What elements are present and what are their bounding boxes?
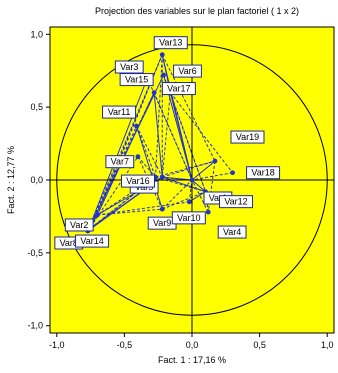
label-box-var4 [217,225,247,239]
connection-line [96,54,163,216]
label-var13: Var13 [159,38,182,48]
point-var7 [135,154,141,160]
connection-line [90,176,156,229]
label-var11: Var11 [108,107,131,117]
label-box-var7 [105,155,135,169]
point-var5 [159,174,165,180]
connection-line [87,54,163,232]
connection-line [161,92,171,178]
label-var2: Var2 [70,220,88,230]
label-var17: Var17 [167,84,190,94]
label-var12: Var12 [224,197,247,207]
point-var19 [212,158,218,164]
label-var4: Var4 [223,227,241,237]
chart-title: Projection des variables sur le plan fac… [95,6,299,16]
label-box-var10 [171,211,206,225]
label-box-var18 [246,166,281,180]
label-box-var13 [153,36,188,50]
label-box-var16 [120,174,155,188]
label-box-var19 [230,130,265,144]
connection-line [188,179,193,202]
label-var9: Var9 [153,218,171,228]
connection-line [87,125,138,232]
label-box-var11 [102,105,137,119]
y-tick-label: -1,0 [27,321,43,331]
label-var7: Var7 [111,157,129,167]
label-var10: Var10 [177,213,200,223]
label-box-var14 [75,234,110,248]
point-var9 [159,206,165,212]
label-box-var3 [114,60,144,74]
label-var14: Var14 [80,236,103,246]
connection-line [136,125,163,178]
y-tick-label: 1,0 [30,29,43,39]
point-var10 [186,199,192,205]
labels-layer: Var1Var2Var3Var4Var5Var6Var7Var8Var9Var1… [54,36,281,250]
label-var18: Var18 [251,168,274,178]
label-box-var17 [161,82,196,96]
point-var18 [230,170,235,176]
label-box-var15 [119,73,154,87]
connection-line [87,77,148,232]
point-var15 [151,90,157,95]
y-axis-title: Fact. 2 : 12,77 % [6,146,16,214]
connection-line [136,125,163,210]
connection-line [153,92,193,181]
connection-line [191,160,216,181]
x-tick-label: -1,0 [49,340,65,350]
connection-line [191,179,206,193]
label-var3: Var3 [120,62,138,72]
point-var2 [94,212,100,218]
y-tick-label: 0,5 [30,102,43,112]
y-tick-label: -0,5 [27,248,43,258]
label-box-var2 [64,218,94,232]
point-var13 [159,52,165,58]
x-tick-label: 0,0 [186,340,199,350]
connection-line [161,179,193,210]
point-var11 [134,123,139,129]
x-tick-label: 1,0 [321,340,334,350]
connection-line [155,176,206,193]
label-var1: Var1 [209,193,227,203]
label-box-var12 [219,195,254,209]
x-tick-label: -0,5 [117,340,133,350]
point-var4 [205,209,211,215]
connection-line [169,92,233,174]
connection-line [153,92,163,178]
label-box-var6 [173,64,202,78]
connection-line [96,92,155,216]
x-tick-label: 0,5 [253,340,266,350]
connection-line [136,125,156,178]
connection-line [191,172,233,181]
label-var19: Var19 [236,132,259,142]
label-var15: Var15 [125,75,148,85]
label-var16: Var16 [126,176,149,186]
connection-line [191,179,209,213]
label-var6: Var6 [178,66,196,76]
connection-line [155,160,216,178]
x-axis-title: Fact. 1 : 17,16 % [158,355,226,365]
point-var6 [161,72,167,78]
label-var8: Var8 [60,238,78,248]
axes-layer: -1,0 -0,5 0,0 0,5 1,0 1,0 0,5 0,0 -0,5 -1,0 [27,27,334,350]
connection-line [154,54,163,178]
point-var1 [189,177,195,183]
connection-line [137,156,156,178]
connection-line [162,191,206,210]
y-tick-label: 0,0 [30,175,43,185]
connection-line [162,160,216,178]
